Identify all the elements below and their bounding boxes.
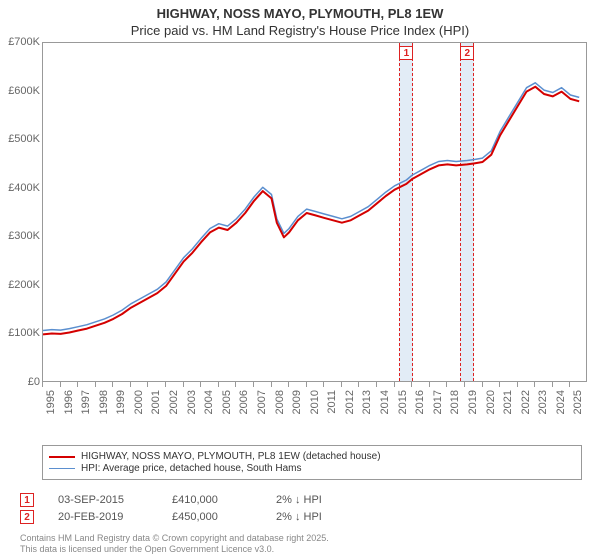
transaction-flag: 2: [20, 510, 34, 524]
transaction-delta: 2% ↓ HPI: [276, 511, 356, 523]
x-axis-tick: [147, 382, 148, 387]
y-axis-label: £300K: [0, 230, 40, 242]
x-axis-tick: [253, 382, 254, 387]
x-axis-label: 1997: [80, 390, 92, 414]
x-axis-tick: [60, 382, 61, 387]
x-axis-label: 2007: [256, 390, 268, 414]
x-axis-tick: [200, 382, 201, 387]
x-axis-label: 2018: [449, 390, 461, 414]
x-axis-tick: [323, 382, 324, 387]
transaction-date: 03-SEP-2015: [58, 494, 148, 506]
transaction-delta: 2% ↓ HPI: [276, 494, 356, 506]
plot-area: 12: [42, 42, 587, 382]
x-axis-tick: [165, 382, 166, 387]
legend-label: HIGHWAY, NOSS MAYO, PLYMOUTH, PL8 1EW (d…: [81, 451, 381, 462]
transaction-price: £410,000: [172, 494, 252, 506]
y-axis-label: £200K: [0, 279, 40, 291]
legend: HIGHWAY, NOSS MAYO, PLYMOUTH, PL8 1EW (d…: [42, 445, 582, 480]
attribution-line1: Contains HM Land Registry data © Crown c…: [20, 533, 329, 544]
x-axis-label: 2025: [572, 390, 584, 414]
x-axis-tick: [358, 382, 359, 387]
x-axis-tick: [499, 382, 500, 387]
x-axis-label: 2000: [133, 390, 145, 414]
x-axis-tick: [130, 382, 131, 387]
x-axis-tick: [183, 382, 184, 387]
x-axis-label: 2012: [344, 390, 356, 414]
x-axis-tick: [235, 382, 236, 387]
legend-item: HIGHWAY, NOSS MAYO, PLYMOUTH, PL8 1EW (d…: [49, 451, 575, 462]
legend-label: HPI: Average price, detached house, Sout…: [81, 463, 302, 474]
x-axis-label: 2004: [203, 390, 215, 414]
x-axis-tick: [306, 382, 307, 387]
y-axis-label: £0: [0, 376, 40, 388]
x-axis-tick: [482, 382, 483, 387]
attribution-line2: This data is licensed under the Open Gov…: [20, 544, 329, 555]
legend-item: HPI: Average price, detached house, Sout…: [49, 463, 575, 474]
x-axis-label: 2011: [326, 390, 338, 414]
x-axis-label: 2001: [150, 390, 162, 414]
x-axis-tick: [429, 382, 430, 387]
series-line: [43, 83, 579, 331]
x-axis-tick: [218, 382, 219, 387]
chart: 12 £0£100K£200K£300K£400K£500K£600K£700K…: [0, 42, 600, 412]
series-svg: [43, 43, 587, 382]
x-axis-tick: [517, 382, 518, 387]
x-axis-label: 2003: [186, 390, 198, 414]
x-axis-label: 2009: [291, 390, 303, 414]
transaction-row: 1 03-SEP-2015 £410,000 2% ↓ HPI: [20, 493, 356, 507]
y-axis-label: £500K: [0, 133, 40, 145]
x-axis-tick: [95, 382, 96, 387]
y-axis-label: £600K: [0, 85, 40, 97]
x-axis-tick: [341, 382, 342, 387]
x-axis-tick: [42, 382, 43, 387]
y-axis-label: £700K: [0, 36, 40, 48]
x-axis-label: 2024: [555, 390, 567, 414]
transaction-row: 2 20-FEB-2019 £450,000 2% ↓ HPI: [20, 510, 356, 524]
x-axis-tick: [112, 382, 113, 387]
y-axis-label: £400K: [0, 182, 40, 194]
transactions-table: 1 03-SEP-2015 £410,000 2% ↓ HPI 2 20-FEB-2019…: [20, 490, 356, 527]
x-axis-label: 2013: [361, 390, 373, 414]
x-axis-label: 1998: [98, 390, 110, 414]
legend-swatch: [49, 468, 75, 469]
attribution: Contains HM Land Registry data © Crown c…: [20, 533, 329, 556]
title-line2: Price paid vs. HM Land Registry's House …: [0, 23, 600, 38]
x-axis-label: 2010: [309, 390, 321, 414]
x-axis-label: 2016: [414, 390, 426, 414]
x-axis-label: 1996: [63, 390, 75, 414]
x-axis-label: 1995: [45, 390, 57, 414]
transaction-date: 20-FEB-2019: [58, 511, 148, 523]
x-axis-label: 2017: [432, 390, 444, 414]
chart-title: HIGHWAY, NOSS MAYO, PLYMOUTH, PL8 1EW Pr…: [0, 0, 600, 38]
x-axis-tick: [552, 382, 553, 387]
x-axis-tick: [394, 382, 395, 387]
x-axis-label: 2005: [221, 390, 233, 414]
x-axis-tick: [77, 382, 78, 387]
x-axis-label: 2015: [397, 390, 409, 414]
x-axis-label: 1999: [115, 390, 127, 414]
x-axis-tick: [446, 382, 447, 387]
y-axis-label: £100K: [0, 327, 40, 339]
x-axis-label: 2023: [537, 390, 549, 414]
x-axis-label: 2021: [502, 390, 514, 414]
x-axis-label: 2019: [467, 390, 479, 414]
x-axis-label: 2002: [168, 390, 180, 414]
x-axis-label: 2006: [238, 390, 250, 414]
x-axis-tick: [288, 382, 289, 387]
title-line1: HIGHWAY, NOSS MAYO, PLYMOUTH, PL8 1EW: [0, 6, 600, 21]
x-axis-label: 2008: [274, 390, 286, 414]
legend-swatch: [49, 456, 75, 458]
x-axis-label: 2022: [520, 390, 532, 414]
x-axis-tick: [569, 382, 570, 387]
transaction-flag: 1: [20, 493, 34, 507]
transaction-price: £450,000: [172, 511, 252, 523]
x-axis-tick: [271, 382, 272, 387]
x-axis-tick: [464, 382, 465, 387]
x-axis-tick: [376, 382, 377, 387]
x-axis-label: 2014: [379, 390, 391, 414]
x-axis-tick: [411, 382, 412, 387]
x-axis-tick: [534, 382, 535, 387]
x-axis-label: 2020: [485, 390, 497, 414]
